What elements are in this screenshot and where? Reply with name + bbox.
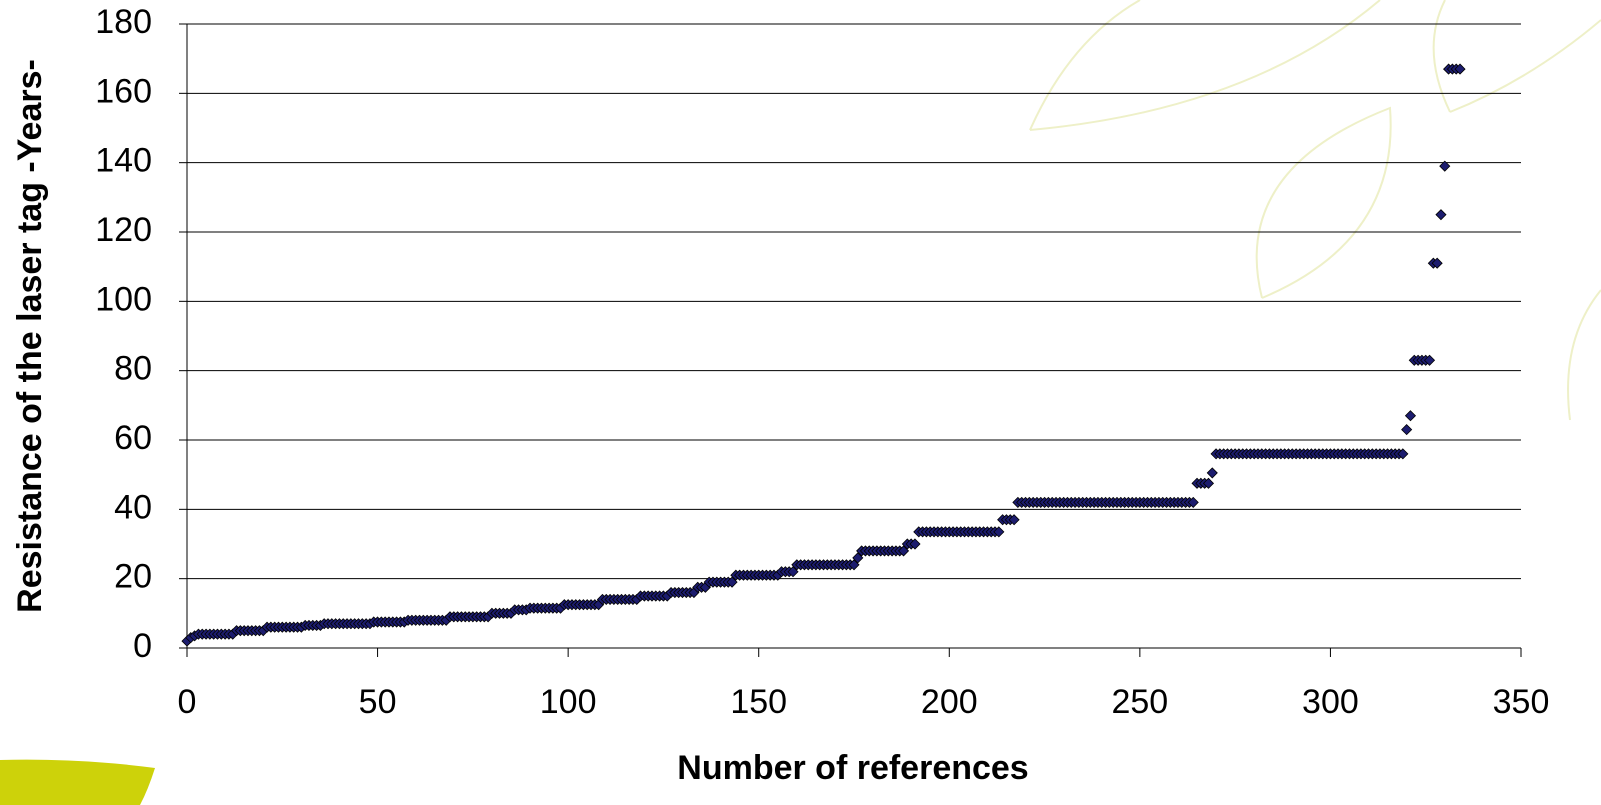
x-tick-label: 250 xyxy=(1111,683,1168,721)
page: 0 20 40 60 80 100 120 140 160 180 0 50 100 150 200 250 3… xyxy=(0,0,1601,805)
data-point xyxy=(1405,411,1415,421)
chart: 0 20 40 60 80 100 120 140 160 180 0 50 100 150 200 250 3… xyxy=(0,0,1601,805)
y-tick-label: 120 xyxy=(95,211,152,249)
x-tick-label: 0 xyxy=(178,683,197,721)
corner-decoration xyxy=(0,760,155,805)
data-point xyxy=(1207,468,1217,478)
y-tick-label: 60 xyxy=(114,419,152,457)
x-axis-title: Number of references xyxy=(677,749,1028,787)
y-tick-label: 20 xyxy=(114,558,152,596)
y-tick-label: 80 xyxy=(114,350,152,388)
x-tick-label: 300 xyxy=(1302,683,1359,721)
y-tick-label: 140 xyxy=(95,142,152,180)
x-tick-label: 200 xyxy=(921,683,978,721)
x-tick-label: 350 xyxy=(1493,683,1550,721)
y-tick-label: 100 xyxy=(95,280,152,318)
x-tick-label: 100 xyxy=(540,683,597,721)
y-tick-label: 180 xyxy=(95,3,152,41)
y-tick-label: 160 xyxy=(95,72,152,110)
y-axis-title: Resistance of the laser tag -Years- xyxy=(11,59,49,613)
data-point xyxy=(1436,210,1446,220)
plot-area: 0 20 40 60 80 100 120 140 160 180 0 50 100 150 200 250 3… xyxy=(95,3,1549,721)
background-decoration xyxy=(1030,0,1601,420)
x-tick-label: 150 xyxy=(730,683,787,721)
data-point xyxy=(1402,425,1412,435)
y-tick-label: 40 xyxy=(114,488,152,526)
x-tick-label: 50 xyxy=(359,683,397,721)
y-tick-label: 0 xyxy=(133,627,152,665)
